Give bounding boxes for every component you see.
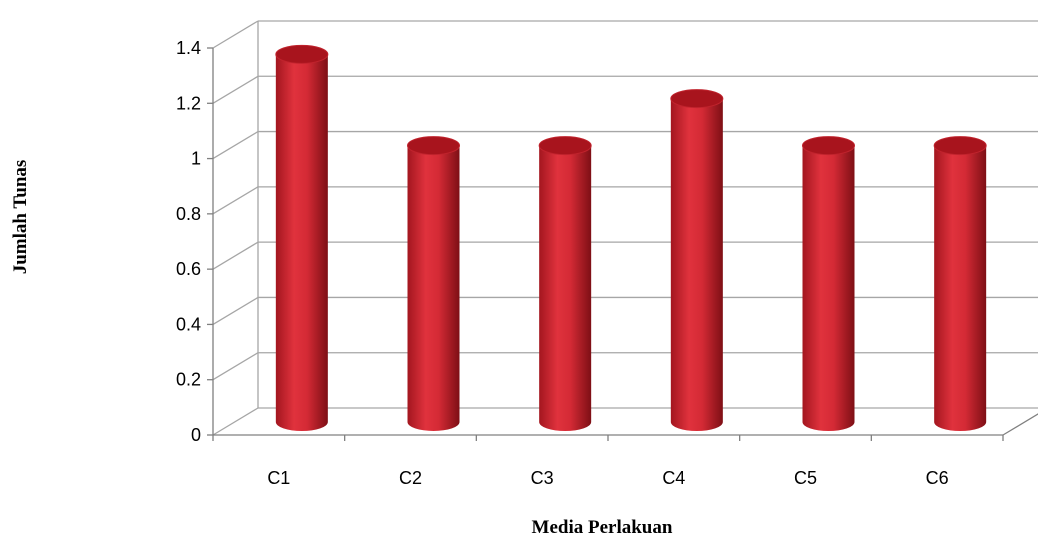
tick-labels: 0 0.2 0.4 0.6 0.8 1 1.2 1.4 C1 C2 C3 C4 C5 C6 — [176, 38, 949, 488]
bar-top — [670, 89, 724, 109]
bar-top — [275, 44, 329, 64]
y-tick-label: 0.8 — [176, 204, 201, 224]
x-tick-label: C6 — [926, 468, 949, 488]
gridline-side — [212, 407, 259, 436]
axes — [207, 47, 1038, 441]
bar — [802, 136, 855, 432]
gridline-side — [212, 241, 259, 270]
bar — [670, 89, 724, 431]
bar-top — [538, 136, 592, 156]
x-tick-label: C1 — [267, 468, 290, 488]
bar-body — [670, 98, 723, 431]
bar — [407, 136, 460, 431]
gridline-side — [212, 131, 259, 160]
gridline-side — [212, 75, 259, 104]
y-tick-label: 1.2 — [176, 93, 201, 113]
bar — [933, 136, 987, 432]
bar-body — [802, 145, 855, 432]
bar-body — [539, 145, 592, 432]
bar — [538, 136, 592, 432]
x-axis-title: Media Perlakuan — [532, 517, 673, 538]
x-tick-label: C3 — [531, 468, 554, 488]
bar-body — [407, 145, 460, 431]
bar-body — [275, 54, 328, 431]
y-tick-label: 0.6 — [176, 259, 201, 279]
gridline-side — [212, 296, 259, 325]
x-tick-label: C4 — [662, 468, 685, 488]
y-tick-label: 0.2 — [176, 370, 201, 390]
bar-top — [933, 136, 987, 156]
gridlines — [212, 20, 1038, 436]
gridline-side — [212, 186, 259, 215]
x-tick-label: C2 — [399, 468, 422, 488]
bar-top — [802, 136, 855, 156]
bars — [275, 44, 987, 432]
y-tick-label: 0.4 — [176, 314, 201, 334]
x-tick-label: C5 — [794, 468, 817, 488]
y-tick-label: 1 — [191, 149, 201, 169]
bar — [275, 44, 329, 431]
gridline-side — [212, 20, 259, 49]
y-axis-title: Jumlah Tunas — [10, 160, 31, 275]
gridline-side — [212, 352, 259, 381]
y-tick-label: 0 — [191, 425, 201, 445]
bar-top — [407, 136, 460, 156]
bar-body — [934, 145, 987, 432]
y-tick-label: 1.4 — [176, 38, 201, 58]
floor-edge — [1002, 413, 1038, 436]
